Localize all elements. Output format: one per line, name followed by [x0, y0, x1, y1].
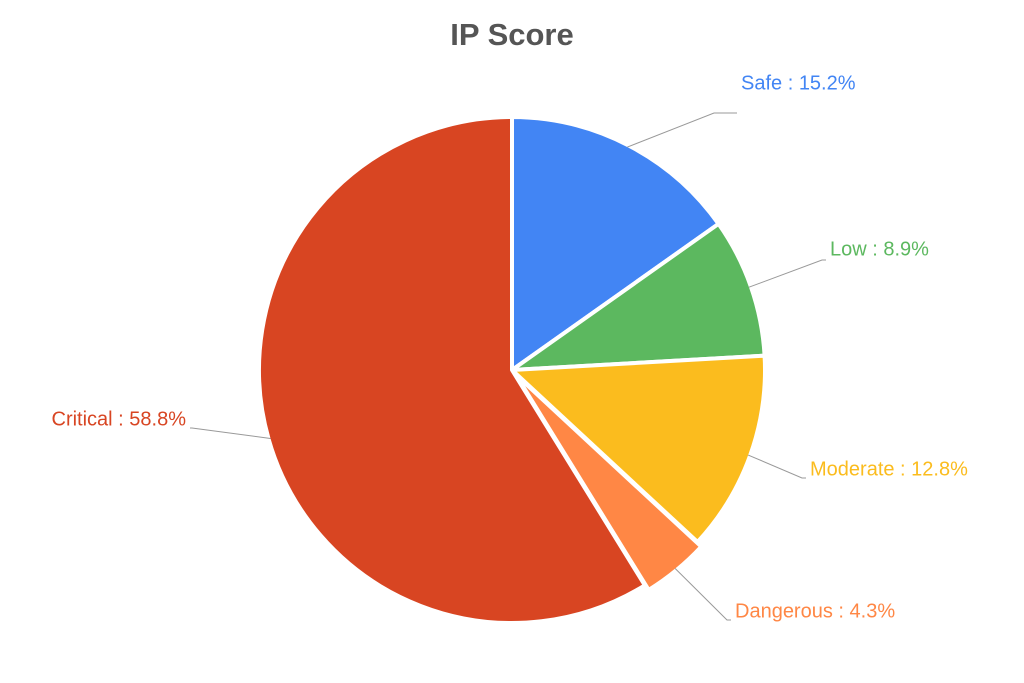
leader-line [747, 454, 806, 479]
chart-title: IP Score [450, 17, 574, 52]
pie-slice [257, 115, 647, 625]
data-label: Low : 8.9% [830, 238, 929, 260]
pie-slice [510, 115, 721, 372]
data-label: Moderate : 12.8% [810, 458, 968, 480]
data-label: Safe : 15.2% [741, 72, 856, 94]
data-label: Dangerous : 4.3% [735, 600, 895, 622]
data-label: Critical : 58.8% [52, 408, 187, 430]
leader-line [627, 112, 737, 148]
leader-line [674, 568, 731, 621]
leader-line [190, 427, 271, 440]
leader-line [748, 259, 826, 288]
